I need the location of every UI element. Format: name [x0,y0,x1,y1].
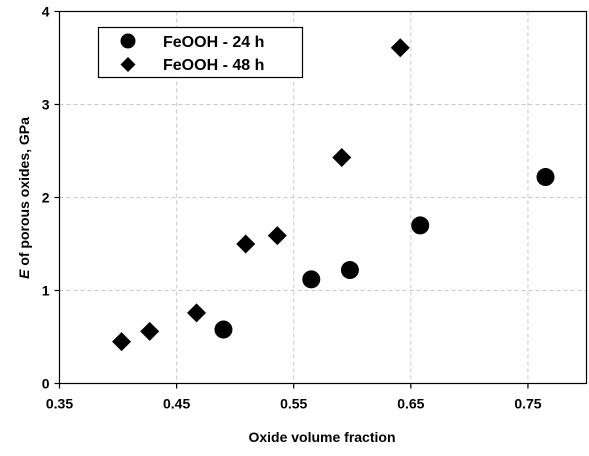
y-axis-label-symbol: E [16,269,32,279]
y-tick-label: 0 [42,376,50,392]
y-tick-label: 2 [42,190,50,206]
data-point-48h [187,303,207,323]
data-point-24h [411,216,430,235]
y-axis-label: E of porous oxides, GPa [16,117,32,279]
legend-marker-diamond-icon [120,57,136,72]
data-point-48h [267,226,287,246]
legend: FeOOH - 24 h FeOOH - 48 h [97,26,304,79]
x-tick-label: 0.35 [46,396,73,412]
grid-lines [59,11,587,384]
data-point-48h [332,148,352,168]
data-point-24h [536,168,555,187]
y-tick-label: 4 [42,4,50,20]
data-point-48h [390,38,410,58]
y-tick-label: 3 [42,97,50,113]
data-point-48h [140,321,160,341]
x-tick-label: 0.45 [163,396,190,412]
y-axis-label-text: of porous oxides, GPa [16,117,32,266]
x-tick-label: 0.65 [397,396,424,412]
data-point-24h [340,261,359,280]
data-points [112,38,555,352]
x-tick-label: 0.75 [514,396,541,412]
legend-marker-circle-icon [120,33,136,49]
data-point-24h [302,270,321,289]
axis-ticks: 0.35 0.45 0.55 0.65 0.75 0 1 2 3 4 [42,4,542,412]
data-point-48h [112,332,132,352]
x-tick-label: 0.55 [280,396,307,412]
data-point-48h [236,234,256,254]
x-axis-label: Oxide volume fraction [248,429,395,445]
data-point-24h [214,320,233,339]
legend-label-24h: FeOOH - 24 h [163,34,264,51]
y-tick-label: 1 [42,283,50,299]
legend-label-48h: FeOOH - 48 h [163,57,264,74]
